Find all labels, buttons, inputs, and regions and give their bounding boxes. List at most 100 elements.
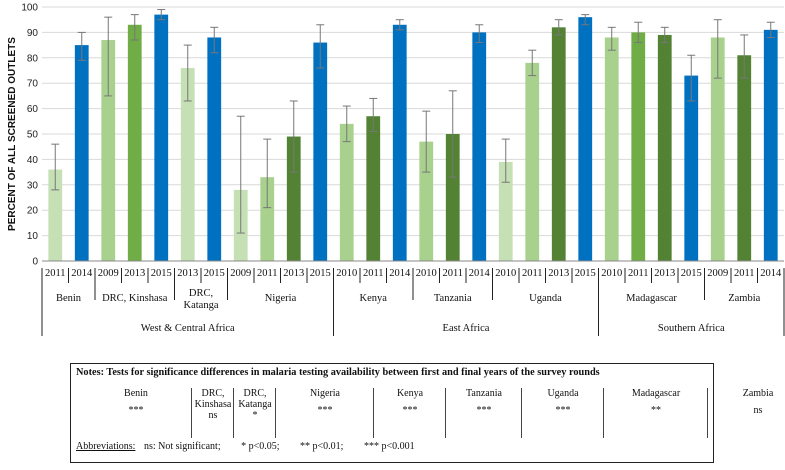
note-column: Zambia ns bbox=[707, 388, 785, 438]
year-label: 2013 bbox=[283, 268, 304, 279]
note-column: Madagascar ** bbox=[603, 388, 708, 438]
year-label: 2010 bbox=[601, 268, 622, 279]
year-label: 2013 bbox=[548, 268, 569, 279]
bar-5-0 bbox=[419, 141, 434, 261]
note-country: DRC, Katanga bbox=[238, 388, 272, 410]
note-significance: *** bbox=[402, 405, 418, 416]
bar-5-2 bbox=[472, 32, 487, 262]
bar-2-0 bbox=[180, 67, 195, 262]
country-label: Tanzania bbox=[434, 293, 472, 304]
country-label: Nigeria bbox=[265, 293, 297, 304]
country-label: Benin bbox=[56, 293, 82, 304]
bar-2-1 bbox=[207, 37, 222, 262]
y-tick-label: 30 bbox=[27, 180, 39, 191]
country-label: Kenya bbox=[360, 293, 388, 304]
bar-1-1 bbox=[127, 24, 142, 262]
year-label: 2009 bbox=[230, 268, 251, 279]
note-country: Benin bbox=[124, 388, 148, 399]
note-country: Nigeria bbox=[310, 388, 340, 399]
note-column: Uganda *** bbox=[521, 388, 604, 438]
region-label: East Africa bbox=[443, 323, 490, 334]
year-label: 2013 bbox=[177, 268, 198, 279]
y-tick-label: 0 bbox=[32, 257, 38, 268]
bar-1-2 bbox=[154, 14, 169, 262]
notes-title: Notes: Tests for significance difference… bbox=[76, 367, 600, 378]
note-significance: ns bbox=[208, 410, 218, 421]
year-label: 2015 bbox=[204, 268, 225, 279]
bars bbox=[48, 9, 778, 262]
bar-3-1 bbox=[260, 177, 275, 261]
year-label: 2015 bbox=[151, 268, 172, 279]
bar-6-0 bbox=[498, 161, 513, 261]
y-axis-label: PERCENT OF ALL SCREENED OUTLETS bbox=[7, 37, 18, 231]
note-country: DRC, Kinshasa bbox=[194, 388, 232, 410]
bar-3-3 bbox=[313, 42, 328, 262]
region-label: West & Central Africa bbox=[141, 323, 235, 334]
country-label: Uganda bbox=[529, 293, 562, 304]
bar-0-0 bbox=[48, 169, 63, 261]
country-label: DRC, Kinshasa bbox=[102, 293, 168, 304]
year-label: 2013 bbox=[654, 268, 675, 279]
year-label: 2011 bbox=[363, 268, 384, 279]
year-label: 2011 bbox=[628, 268, 649, 279]
bar-4-1 bbox=[366, 116, 381, 261]
note-country: Kenya bbox=[396, 388, 424, 399]
gridlines bbox=[42, 6, 784, 262]
y-tick-label: 10 bbox=[27, 231, 39, 242]
note-column: Kenya *** bbox=[373, 388, 446, 438]
year-label: 2011 bbox=[522, 268, 543, 279]
abbr-ns: ns: Not significant; bbox=[143, 441, 221, 452]
abbr-p001: *** p<0.001 bbox=[363, 441, 415, 452]
year-label: 2010 bbox=[495, 268, 516, 279]
year-label: 2011 bbox=[257, 268, 278, 279]
note-country: Madagascar bbox=[631, 388, 681, 399]
year-label: 2011 bbox=[45, 268, 66, 279]
bar-8-2 bbox=[763, 29, 778, 261]
note-column: Tanzania *** bbox=[445, 388, 522, 438]
region-label: Southern Africa bbox=[658, 323, 725, 334]
note-column: DRC, Katanga * bbox=[233, 388, 276, 438]
year-label: 2013 bbox=[124, 268, 145, 279]
bar-8-0 bbox=[710, 37, 725, 262]
year-label: 2010 bbox=[416, 268, 437, 279]
bar-7-3 bbox=[684, 75, 699, 261]
bar-0-1 bbox=[74, 45, 89, 261]
year-label: 2011 bbox=[734, 268, 755, 279]
country-label: Madagascar bbox=[626, 293, 677, 304]
bar-7-0 bbox=[604, 37, 619, 262]
year-label: 2014 bbox=[389, 268, 411, 279]
notes-box: Notes: Tests for significance difference… bbox=[70, 363, 773, 463]
note-significance: *** bbox=[128, 405, 144, 416]
year-label: 2014 bbox=[760, 268, 782, 279]
year-label: 2009 bbox=[707, 268, 728, 279]
year-label: 2014 bbox=[469, 268, 491, 279]
country-label: Zambia bbox=[728, 293, 760, 304]
bar-1-0 bbox=[101, 40, 116, 261]
note-significance: *** bbox=[555, 405, 571, 416]
bar-3-2 bbox=[286, 136, 301, 261]
y-tick-label: 100 bbox=[21, 3, 38, 14]
bar-5-1 bbox=[445, 134, 460, 261]
bar-4-2 bbox=[392, 24, 407, 262]
note-column: Benin *** bbox=[81, 388, 191, 438]
y-tick-label: 80 bbox=[27, 53, 39, 64]
bar-7-1 bbox=[631, 32, 646, 262]
note-column: Nigeria *** bbox=[275, 388, 374, 438]
y-tick-label: 90 bbox=[27, 28, 39, 39]
y-tick-label: 50 bbox=[27, 130, 39, 141]
y-tick-label: 70 bbox=[27, 79, 39, 90]
bar-8-1 bbox=[737, 55, 752, 262]
abbr-p05: * p<0.05; bbox=[241, 441, 280, 452]
abbr-p01: ** p<0.01; bbox=[300, 441, 344, 452]
note-significance: *** bbox=[317, 405, 333, 416]
bar-7-2 bbox=[657, 34, 672, 261]
note-significance: *** bbox=[476, 405, 492, 416]
bar-4-0 bbox=[339, 123, 354, 261]
bar-6-2 bbox=[551, 27, 566, 261]
note-country: Tanzania bbox=[466, 388, 502, 399]
note-significance: ns bbox=[753, 405, 763, 416]
note-significance: ** bbox=[651, 405, 661, 416]
year-label: 2010 bbox=[336, 268, 357, 279]
year-label: 2011 bbox=[442, 268, 463, 279]
axes: 0 10 20 30 40 50 60 70 80 90 100 2011 2014 2009 2013 20… bbox=[21, 3, 785, 336]
